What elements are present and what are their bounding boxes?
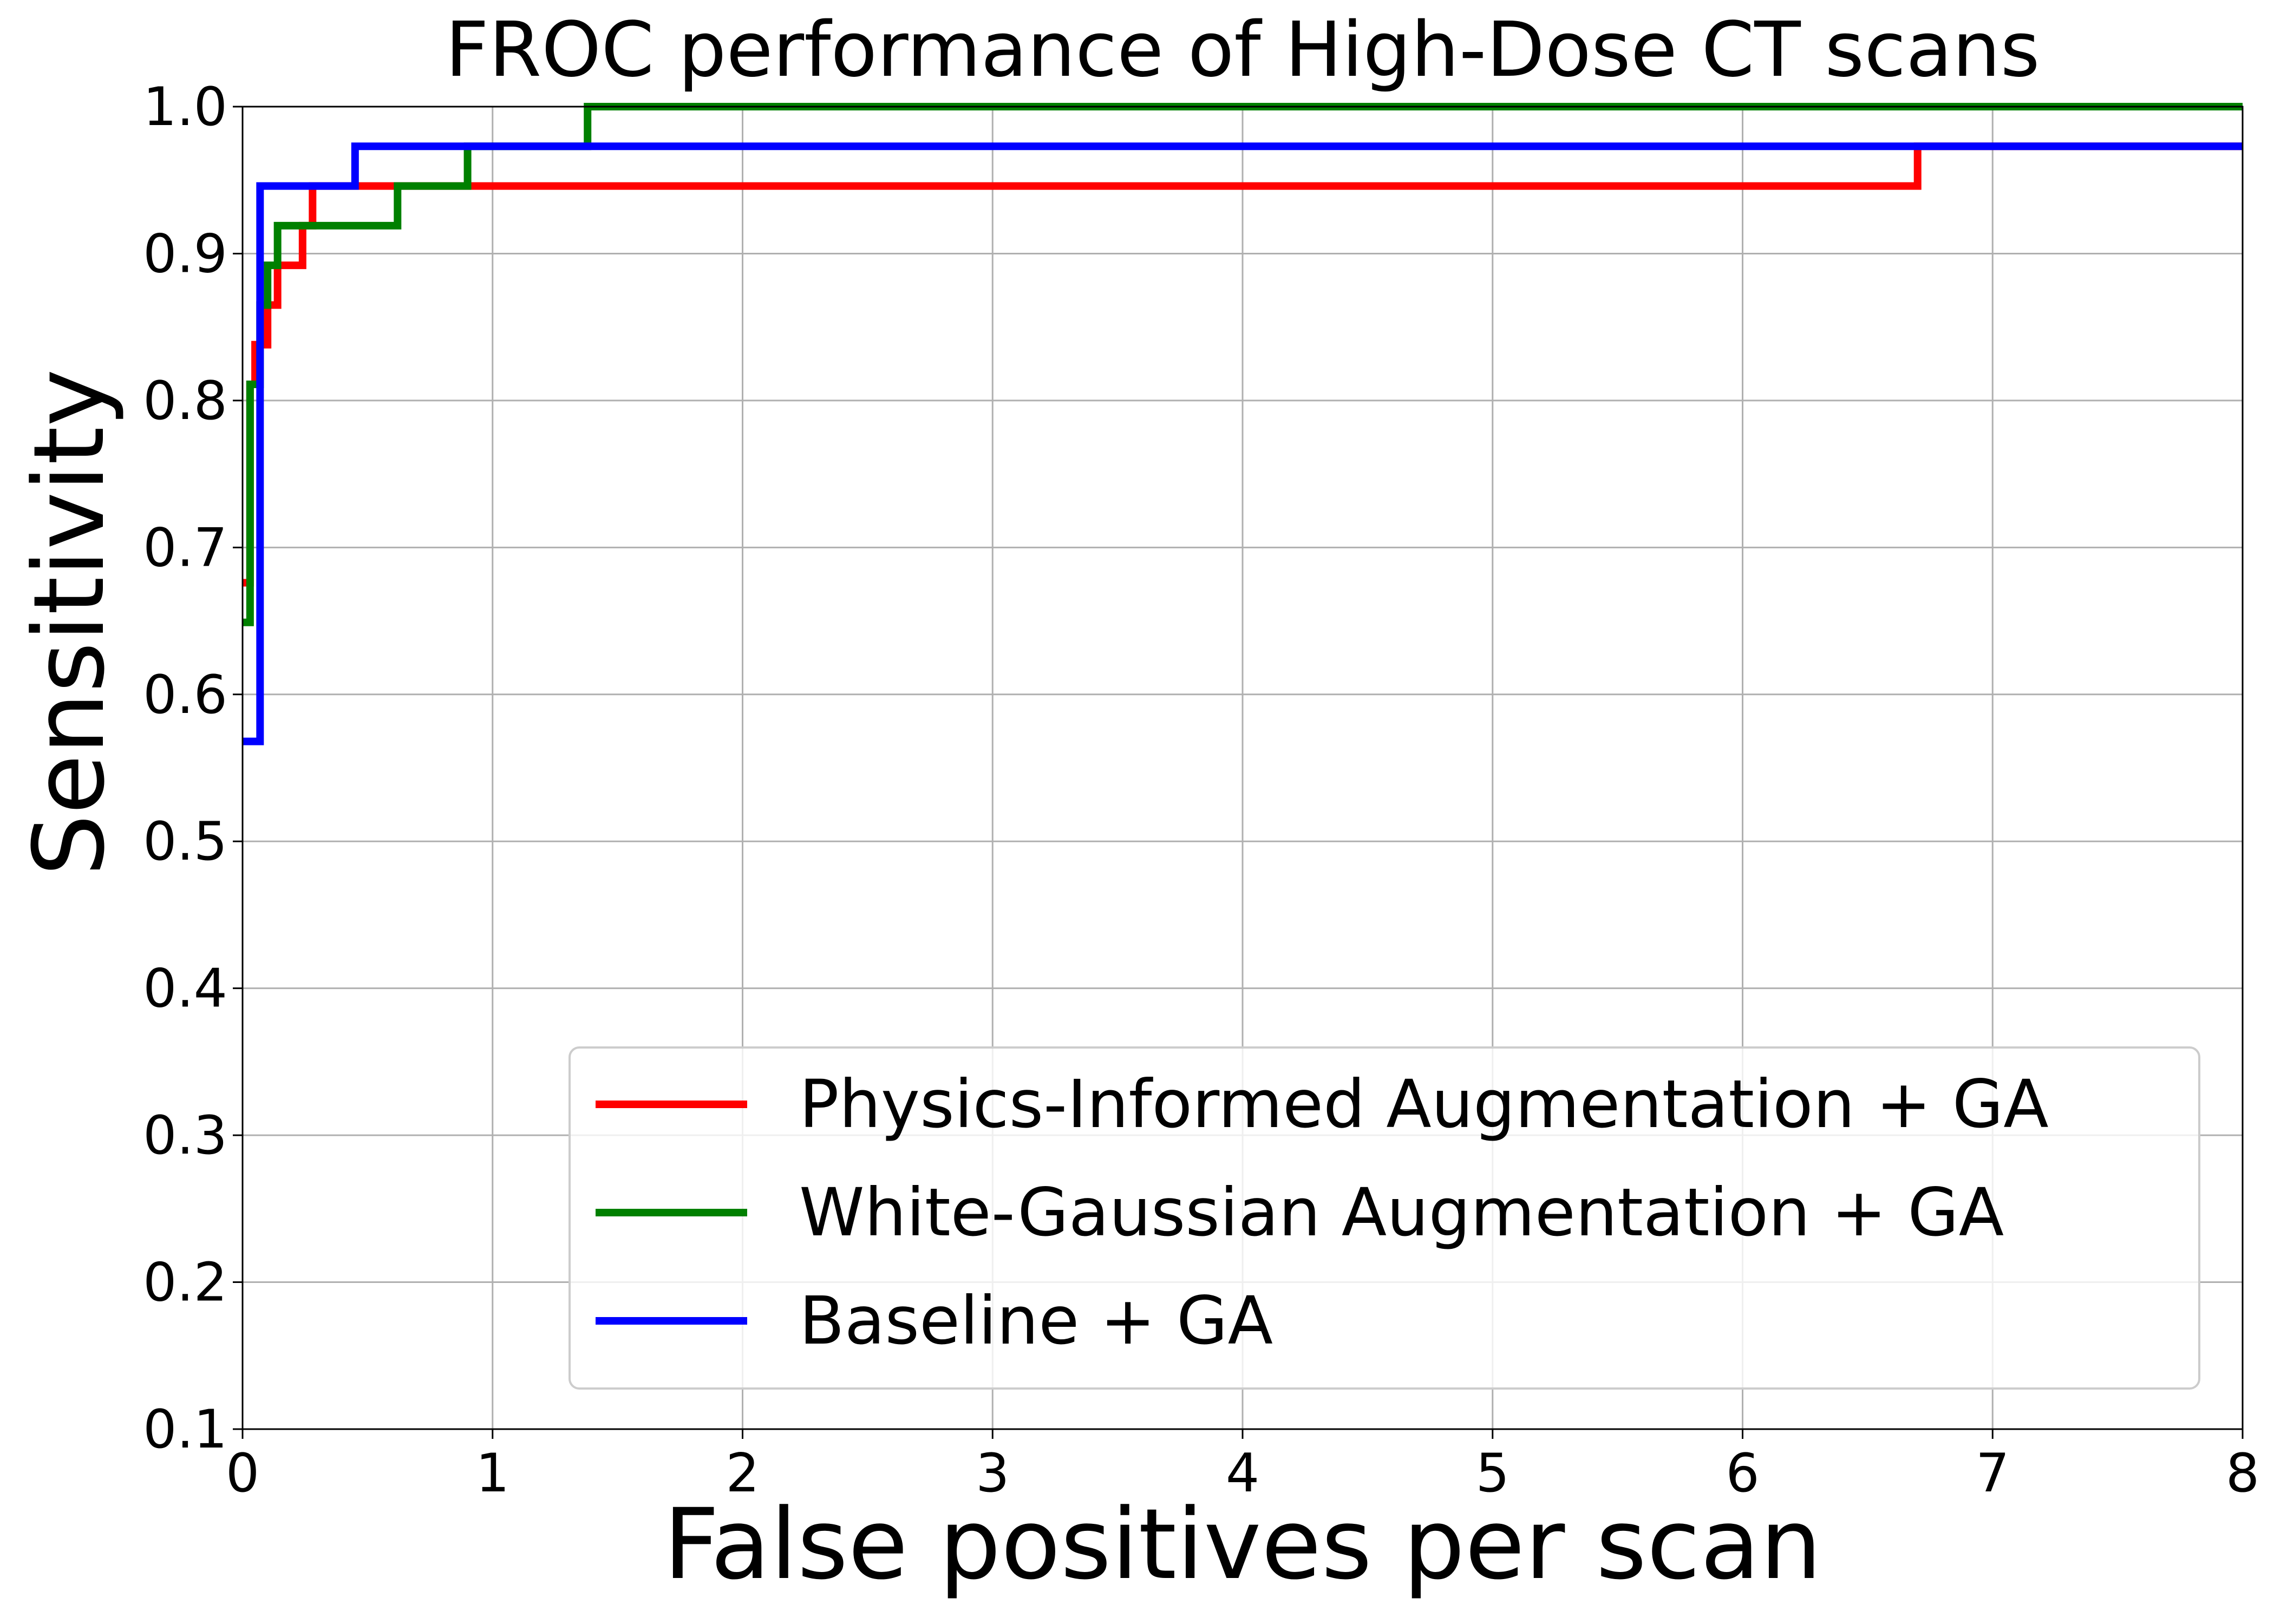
- y-tick-label: 0.5: [143, 811, 227, 873]
- x-tick-label: 7: [1976, 1443, 2009, 1504]
- legend-label: Physics-Informed Augmentation + GA: [799, 1066, 2049, 1143]
- x-tick-label: 5: [1476, 1443, 1510, 1504]
- legend-box: [568, 1046, 2200, 1390]
- x-tick-label: 2: [726, 1443, 759, 1504]
- x-tick-label: 3: [976, 1443, 1009, 1504]
- x-tick-label: 4: [1226, 1443, 1259, 1504]
- x-tick-label: 8: [2226, 1443, 2259, 1504]
- y-tick-label: 0.6: [143, 664, 227, 726]
- y-tick-label: 0.2: [143, 1252, 227, 1314]
- y-tick-label: 0.9: [143, 223, 227, 285]
- x-tick-label: 0: [226, 1443, 259, 1504]
- legend-label: White-Gaussian Augmentation + GA: [799, 1174, 2004, 1251]
- y-ticks: 0.1 0.2 0.3 0.4 0.5 0.6 0.7 0.8 0.9 1.0: [143, 76, 243, 1461]
- y-tick-label: 0.1: [143, 1399, 227, 1461]
- y-tick-label: 0.8: [143, 370, 227, 432]
- x-tick-label: 6: [1726, 1443, 1759, 1504]
- legend-items: Physics-Informed Augmentation + GA White-…: [596, 1066, 2049, 1359]
- x-ticks: 0 1 2 3 4 5 6 7 8: [226, 1429, 2259, 1504]
- y-tick-label: 0.3: [143, 1105, 227, 1167]
- y-tick-label: 1.0: [143, 76, 227, 138]
- y-tick-label: 0.7: [143, 517, 227, 579]
- chart-title: FROC performance of High-Dose CT scans: [445, 6, 2040, 94]
- series-line-baseline-ga: [243, 142, 2243, 745]
- y-tick-label: 0.4: [143, 958, 227, 1020]
- x-axis-label: False positives per scan: [663, 1488, 1821, 1601]
- legend: Physics-Informed Augmentation + GA White-…: [568, 1046, 2200, 1390]
- series-lines: [243, 103, 2243, 745]
- y-axis-label: Sensitivity: [13, 369, 126, 876]
- x-tick-label: 1: [476, 1443, 509, 1504]
- legend-label: Baseline + GA: [799, 1282, 1273, 1359]
